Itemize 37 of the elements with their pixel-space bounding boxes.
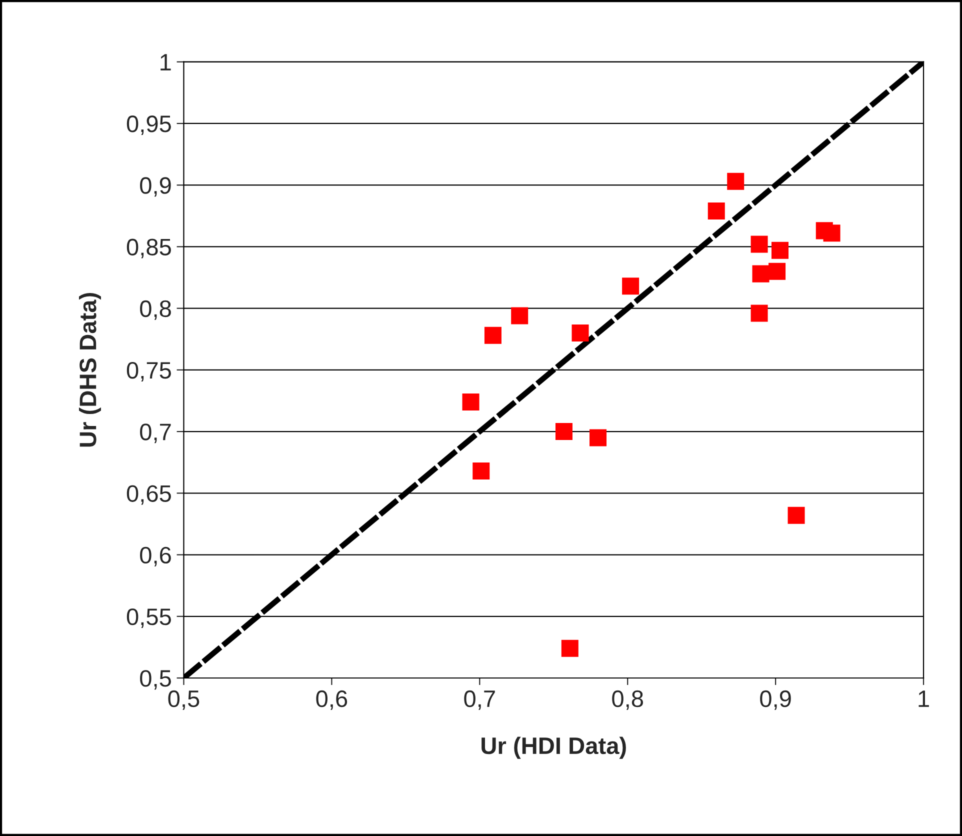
y-tick-label: 0,9 [140, 177, 171, 197]
x-tick-label: 0,7 [464, 690, 495, 710]
y-tick-label: 0,55 [126, 608, 171, 628]
y-axis-title: Ur (DHS Data) [78, 293, 101, 447]
y-tick-label: 0,85 [126, 238, 171, 258]
x-axis-title: Ur (HDI Data) [482, 736, 626, 759]
point [708, 202, 725, 220]
point [788, 506, 805, 524]
x-tick-label: 0,9 [760, 690, 791, 710]
point [484, 326, 502, 344]
y-tick-label: 0,5 [140, 670, 171, 690]
point [750, 304, 768, 322]
y-tick-label: 0,6 [140, 546, 171, 566]
point [462, 393, 480, 410]
y-tick-label: 1 [160, 54, 171, 70]
point [823, 224, 840, 242]
x-tick-label: 0,8 [612, 690, 643, 710]
x-tick-label: 1 [918, 690, 929, 707]
point [555, 423, 572, 440]
point [772, 242, 789, 259]
point [750, 236, 768, 253]
x-tick-label: 0,6 [316, 690, 348, 710]
y-tick-label: 0,75 [126, 362, 171, 382]
point [590, 429, 607, 446]
y-tick-label: 0,65 [126, 485, 171, 505]
y-tick-label: 0,7 [140, 424, 171, 444]
point [768, 262, 786, 280]
x-tick-label: 0,5 [168, 690, 200, 710]
point [622, 278, 640, 295]
point [752, 265, 770, 282]
point [572, 324, 589, 342]
point [472, 462, 490, 480]
y-tick-label: 0,95 [126, 116, 171, 136]
point [727, 172, 744, 190]
point [561, 640, 578, 657]
y-tick-label: 0,8 [140, 300, 171, 320]
point [511, 307, 528, 324]
